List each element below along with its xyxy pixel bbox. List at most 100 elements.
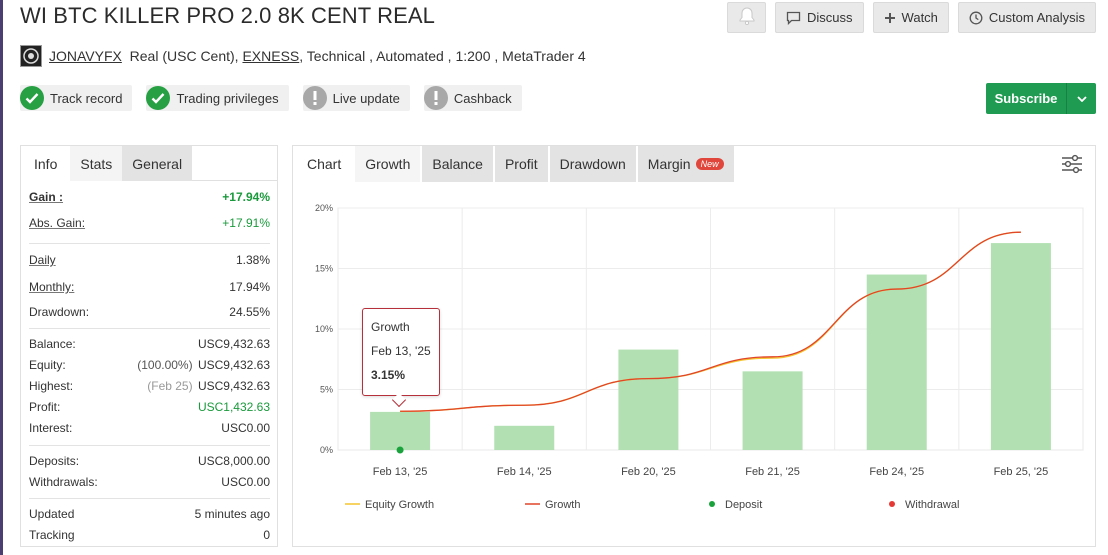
tooltip-date: Feb 13, '25 <box>371 344 431 358</box>
badge-label: Live update <box>332 90 400 106</box>
window-left-edge <box>0 0 3 555</box>
new-badge: New <box>695 158 724 170</box>
discuss-button[interactable]: Discuss <box>775 2 864 33</box>
chart-tabs: Chart Growth Balance Profit Drawdown Mar… <box>293 146 1095 182</box>
badge-label: Track record <box>50 90 123 106</box>
custom-analysis-button[interactable]: Custom Analysis <box>957 2 1096 33</box>
custom-analysis-label: Custom Analysis <box>988 10 1085 25</box>
divider <box>29 243 270 244</box>
stat-profit: Profit: USC1,432.63 <box>29 400 270 414</box>
top-actions: Discuss Watch Custom Analysis <box>727 2 1096 33</box>
chart-tooltip: Growth Feb 13, '25 3.15% <box>362 308 440 396</box>
stat-value: 1.38% <box>235 253 270 267</box>
badge-live-update: Live update <box>302 85 410 111</box>
verification-badges: Track record Trading privileges Live upd… <box>20 85 522 111</box>
avatar[interactable] <box>20 45 42 67</box>
page-title: WI BTC KILLER PRO 2.0 8K CENT REAL <box>20 3 436 28</box>
stat-value: 17.94% <box>229 280 270 294</box>
stats-tabs: Info Stats General <box>21 146 277 181</box>
stat-label[interactable]: Gain : <box>29 190 64 204</box>
subscribe-label: Subscribe <box>994 91 1058 106</box>
divider <box>29 498 270 499</box>
stat-label[interactable]: Daily <box>29 253 56 267</box>
notification-button[interactable] <box>727 2 767 33</box>
stat-label[interactable]: Abs. Gain: <box>29 216 86 230</box>
stat-label: Updated <box>29 507 75 521</box>
chart-tabs-label: Chart <box>293 146 356 182</box>
stat-monthly: Monthly: 17.94% <box>29 280 270 294</box>
stat-value: 5 minutes ago <box>194 507 270 521</box>
divider <box>29 328 270 329</box>
stat-label: Interest: <box>29 421 73 435</box>
stat-value: 0 <box>263 528 270 542</box>
exclamation-icon <box>302 86 327 110</box>
tab-profit[interactable]: Profit <box>494 146 548 182</box>
stat-interest: Interest: USC0.00 <box>29 421 270 435</box>
stat-label: Drawdown: <box>29 305 90 319</box>
tab-growth[interactable]: Growth <box>355 146 421 182</box>
tab-margin-label: Margin <box>647 156 691 172</box>
clock-icon <box>969 11 983 25</box>
stat-label: Tracking <box>29 528 75 542</box>
broker-link[interactable]: EXNESS <box>242 48 300 64</box>
tooltip-title: Growth <box>371 320 410 334</box>
tab-balance[interactable]: Balance <box>422 146 493 182</box>
system-meta: JONAVYFX Real (USC Cent), EXNESS , Techn… <box>20 45 586 67</box>
tab-margin[interactable]: Margin New <box>637 146 734 182</box>
stat-deposits: Deposits: USC8,000.00 <box>29 454 270 468</box>
stat-value: +17.94% <box>222 190 270 204</box>
stat-updated: Updated 5 minutes ago <box>29 507 270 521</box>
badge-cashback: Cashback <box>423 85 522 111</box>
tab-info[interactable]: Info <box>21 146 71 181</box>
tab-stats[interactable]: Stats <box>70 146 123 181</box>
check-icon <box>146 86 171 110</box>
stat-note: (100.00%) <box>137 358 193 372</box>
stat-drawdown: Drawdown: 24.55% <box>29 305 270 319</box>
account-type: Real (USC Cent), <box>129 48 239 64</box>
stat-tracking: Tracking 0 <box>29 528 270 542</box>
badge-track-record: Track record <box>20 85 133 111</box>
stat-value: USC1,432.63 <box>197 400 270 414</box>
stat-label: Deposits: <box>29 454 80 468</box>
divider <box>29 445 270 446</box>
tooltip-value: 3.15% <box>371 368 406 382</box>
stat-gain: Gain : +17.94% <box>29 190 270 204</box>
stat-daily: Daily 1.38% <box>29 253 270 267</box>
account-details: , Technical , Automated , 1:200 , MetaTr… <box>299 48 586 64</box>
stat-balance: Balance: USC9,432.63 <box>29 337 270 351</box>
stat-label: Highest: <box>29 379 74 393</box>
stat-value: USC9,432.63 <box>197 358 270 372</box>
badge-label: Cashback <box>453 90 512 106</box>
plus-icon <box>884 12 896 24</box>
stat-value: USC0.00 <box>221 475 270 489</box>
stat-label: Equity: <box>29 358 66 372</box>
exclamation-icon <box>423 86 448 110</box>
badge-trading-privileges: Trading privileges <box>146 85 289 111</box>
badge-label: Trading privileges <box>176 90 279 106</box>
stat-abs-gain: Abs. Gain: +17.91% <box>29 216 270 230</box>
subscribe-button[interactable]: Subscribe <box>986 83 1096 114</box>
bell-icon <box>739 7 755 28</box>
check-icon <box>20 86 44 110</box>
stat-value: USC0.00 <box>221 421 270 435</box>
stat-label[interactable]: Monthly: <box>29 280 75 294</box>
discuss-label: Discuss <box>807 10 853 25</box>
tab-general[interactable]: General <box>122 146 193 181</box>
chevron-down-icon[interactable] <box>1066 83 1096 114</box>
stat-value: USC9,432.63 <box>197 379 270 393</box>
stat-label: Profit: <box>29 400 61 414</box>
stat-label: Withdrawals: <box>29 475 98 489</box>
watch-label: Watch <box>901 10 938 25</box>
tab-drawdown[interactable]: Drawdown <box>549 146 636 182</box>
stat-label: Balance: <box>29 337 76 351</box>
stat-withdrawals: Withdrawals: USC0.00 <box>29 475 270 489</box>
stat-value: USC9,432.63 <box>197 337 270 351</box>
stat-value: +17.91% <box>222 216 270 230</box>
chat-icon <box>786 11 801 25</box>
watch-button[interactable]: Watch <box>872 2 949 33</box>
stat-highest: Highest: (Feb 25) USC9,432.63 <box>29 379 270 393</box>
sliders-icon[interactable] <box>1061 154 1083 179</box>
stat-value: USC8,000.00 <box>197 454 270 468</box>
username-link[interactable]: JONAVYFX <box>49 48 122 64</box>
stat-value: 24.55% <box>229 305 270 319</box>
